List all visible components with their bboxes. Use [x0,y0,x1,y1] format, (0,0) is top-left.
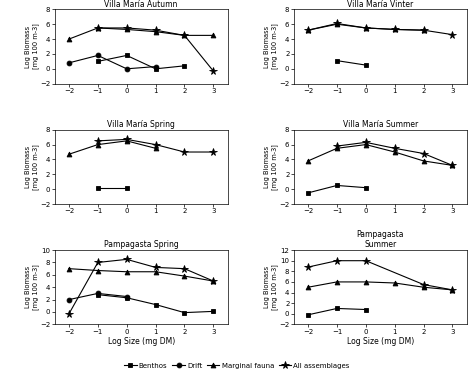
Title: Pampagasta Spring: Pampagasta Spring [104,240,179,249]
Legend: Benthos, Drift, Marginal fauna, All assemblages: Benthos, Drift, Marginal fauna, All asse… [121,360,353,372]
Y-axis label: Log Biomass
[mg 100 m-3]: Log Biomass [mg 100 m-3] [264,144,278,190]
Y-axis label: Log Biomass
[mg 100 m-3]: Log Biomass [mg 100 m-3] [25,264,39,310]
Y-axis label: Log Biomass
[mg 100 m-3]: Log Biomass [mg 100 m-3] [264,264,278,310]
Title: Villa María Vinter: Villa María Vinter [347,0,413,9]
Y-axis label: Log Biomass
[mg 100 m-3]: Log Biomass [mg 100 m-3] [25,144,39,190]
Title: Villa María Autumn: Villa María Autumn [104,0,178,9]
Title: Pampagasta
Summer: Pampagasta Summer [356,230,404,249]
Title: Villa María Spring: Villa María Spring [107,120,175,129]
Y-axis label: Log Biomass
[mg 100 m-3]: Log Biomass [mg 100 m-3] [264,24,278,69]
Title: Villa María Summer: Villa María Summer [343,120,418,129]
X-axis label: Log Size (mg DM): Log Size (mg DM) [346,338,414,346]
Y-axis label: Log Biomass
[mg 100 m-3]: Log Biomass [mg 100 m-3] [25,24,39,69]
X-axis label: Log Size (mg DM): Log Size (mg DM) [108,338,175,346]
